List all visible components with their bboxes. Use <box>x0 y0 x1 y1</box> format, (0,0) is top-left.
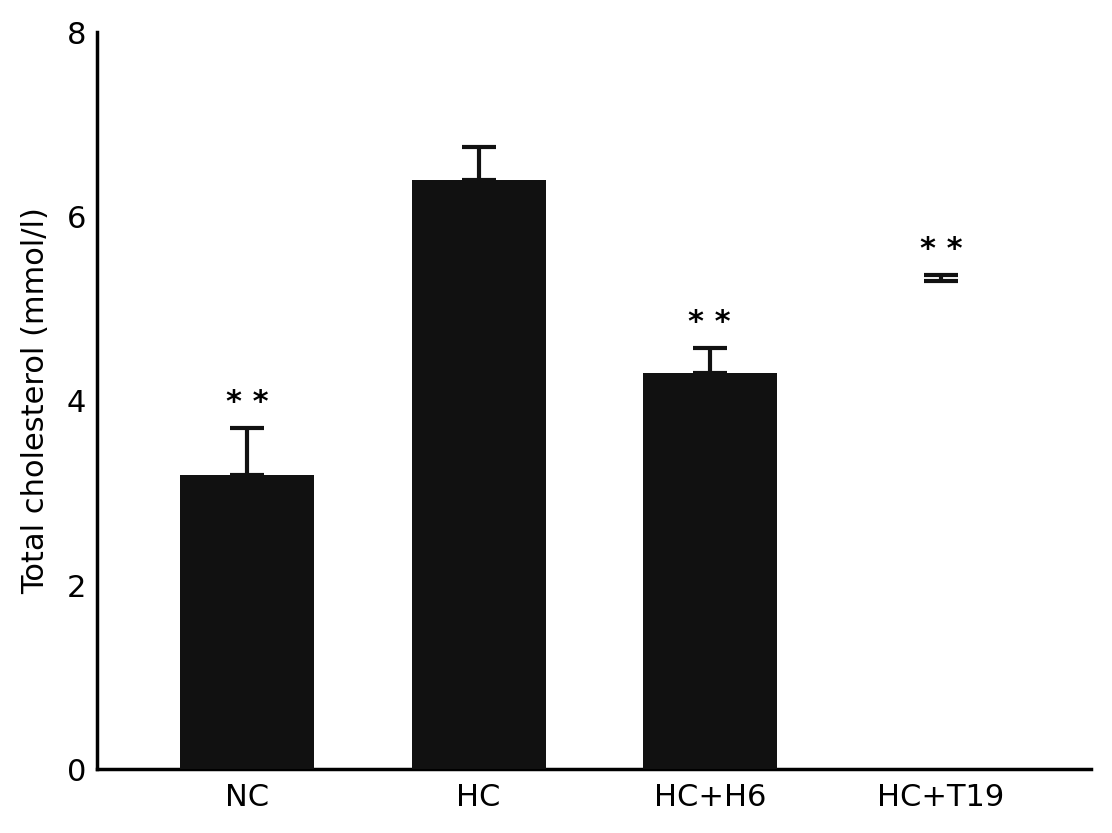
Y-axis label: Total cholesterol (mmol/l): Total cholesterol (mmol/l) <box>21 207 50 594</box>
Text: * *: * * <box>920 235 962 263</box>
Bar <box>643 373 777 770</box>
Bar <box>411 180 546 770</box>
Bar <box>180 475 315 770</box>
Text: * *: * * <box>688 308 731 337</box>
Text: * *: * * <box>226 388 269 417</box>
